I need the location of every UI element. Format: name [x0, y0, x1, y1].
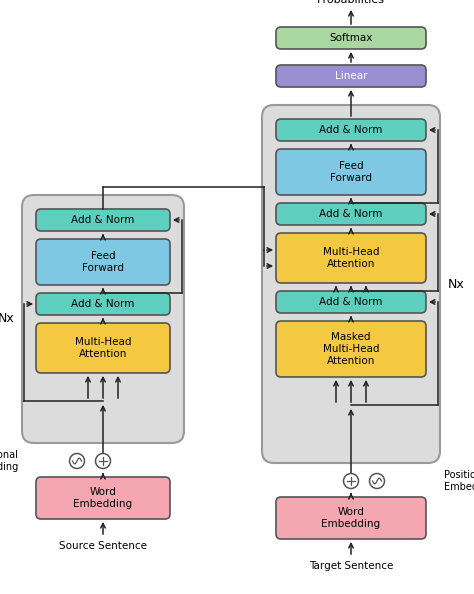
Text: Linear: Linear — [335, 71, 367, 81]
Text: Masked
Multi-Head
Attention: Masked Multi-Head Attention — [323, 331, 379, 366]
Text: Target Sentence: Target Sentence — [309, 561, 393, 571]
FancyBboxPatch shape — [276, 149, 426, 195]
Text: Feed
Forward: Feed Forward — [330, 161, 372, 183]
Text: Feed
Forward: Feed Forward — [82, 251, 124, 273]
FancyBboxPatch shape — [262, 105, 440, 463]
Text: Positional
Embedding: Positional Embedding — [444, 470, 474, 492]
FancyBboxPatch shape — [276, 233, 426, 283]
FancyBboxPatch shape — [276, 291, 426, 313]
Text: Add & Norm: Add & Norm — [319, 125, 383, 135]
Text: Output
Probabilities: Output Probabilities — [317, 0, 385, 5]
Text: Add & Norm: Add & Norm — [319, 209, 383, 219]
FancyBboxPatch shape — [36, 323, 170, 373]
FancyBboxPatch shape — [36, 293, 170, 315]
FancyBboxPatch shape — [276, 119, 426, 141]
Text: Word
Embedding: Word Embedding — [73, 487, 133, 509]
Circle shape — [70, 453, 84, 469]
Circle shape — [344, 473, 358, 488]
Text: Nx: Nx — [0, 312, 14, 326]
Text: Word
Embedding: Word Embedding — [321, 507, 381, 529]
FancyBboxPatch shape — [276, 27, 426, 49]
Text: Nx: Nx — [447, 277, 465, 290]
Text: Positional
Embedding: Positional Embedding — [0, 450, 18, 472]
Circle shape — [95, 453, 110, 469]
FancyBboxPatch shape — [276, 65, 426, 87]
Text: Add & Norm: Add & Norm — [319, 297, 383, 307]
Text: Multi-Head
Attention: Multi-Head Attention — [75, 337, 131, 359]
FancyBboxPatch shape — [36, 239, 170, 285]
Text: Multi-Head
Attention: Multi-Head Attention — [323, 247, 379, 269]
Text: Source Sentence: Source Sentence — [59, 541, 147, 551]
Text: Add & Norm: Add & Norm — [71, 215, 135, 225]
FancyBboxPatch shape — [276, 497, 426, 539]
Text: Add & Norm: Add & Norm — [71, 299, 135, 309]
FancyBboxPatch shape — [22, 195, 184, 443]
Circle shape — [370, 473, 384, 488]
FancyBboxPatch shape — [276, 203, 426, 225]
FancyBboxPatch shape — [36, 209, 170, 231]
Text: Softmax: Softmax — [329, 33, 373, 43]
FancyBboxPatch shape — [36, 477, 170, 519]
FancyBboxPatch shape — [276, 321, 426, 377]
